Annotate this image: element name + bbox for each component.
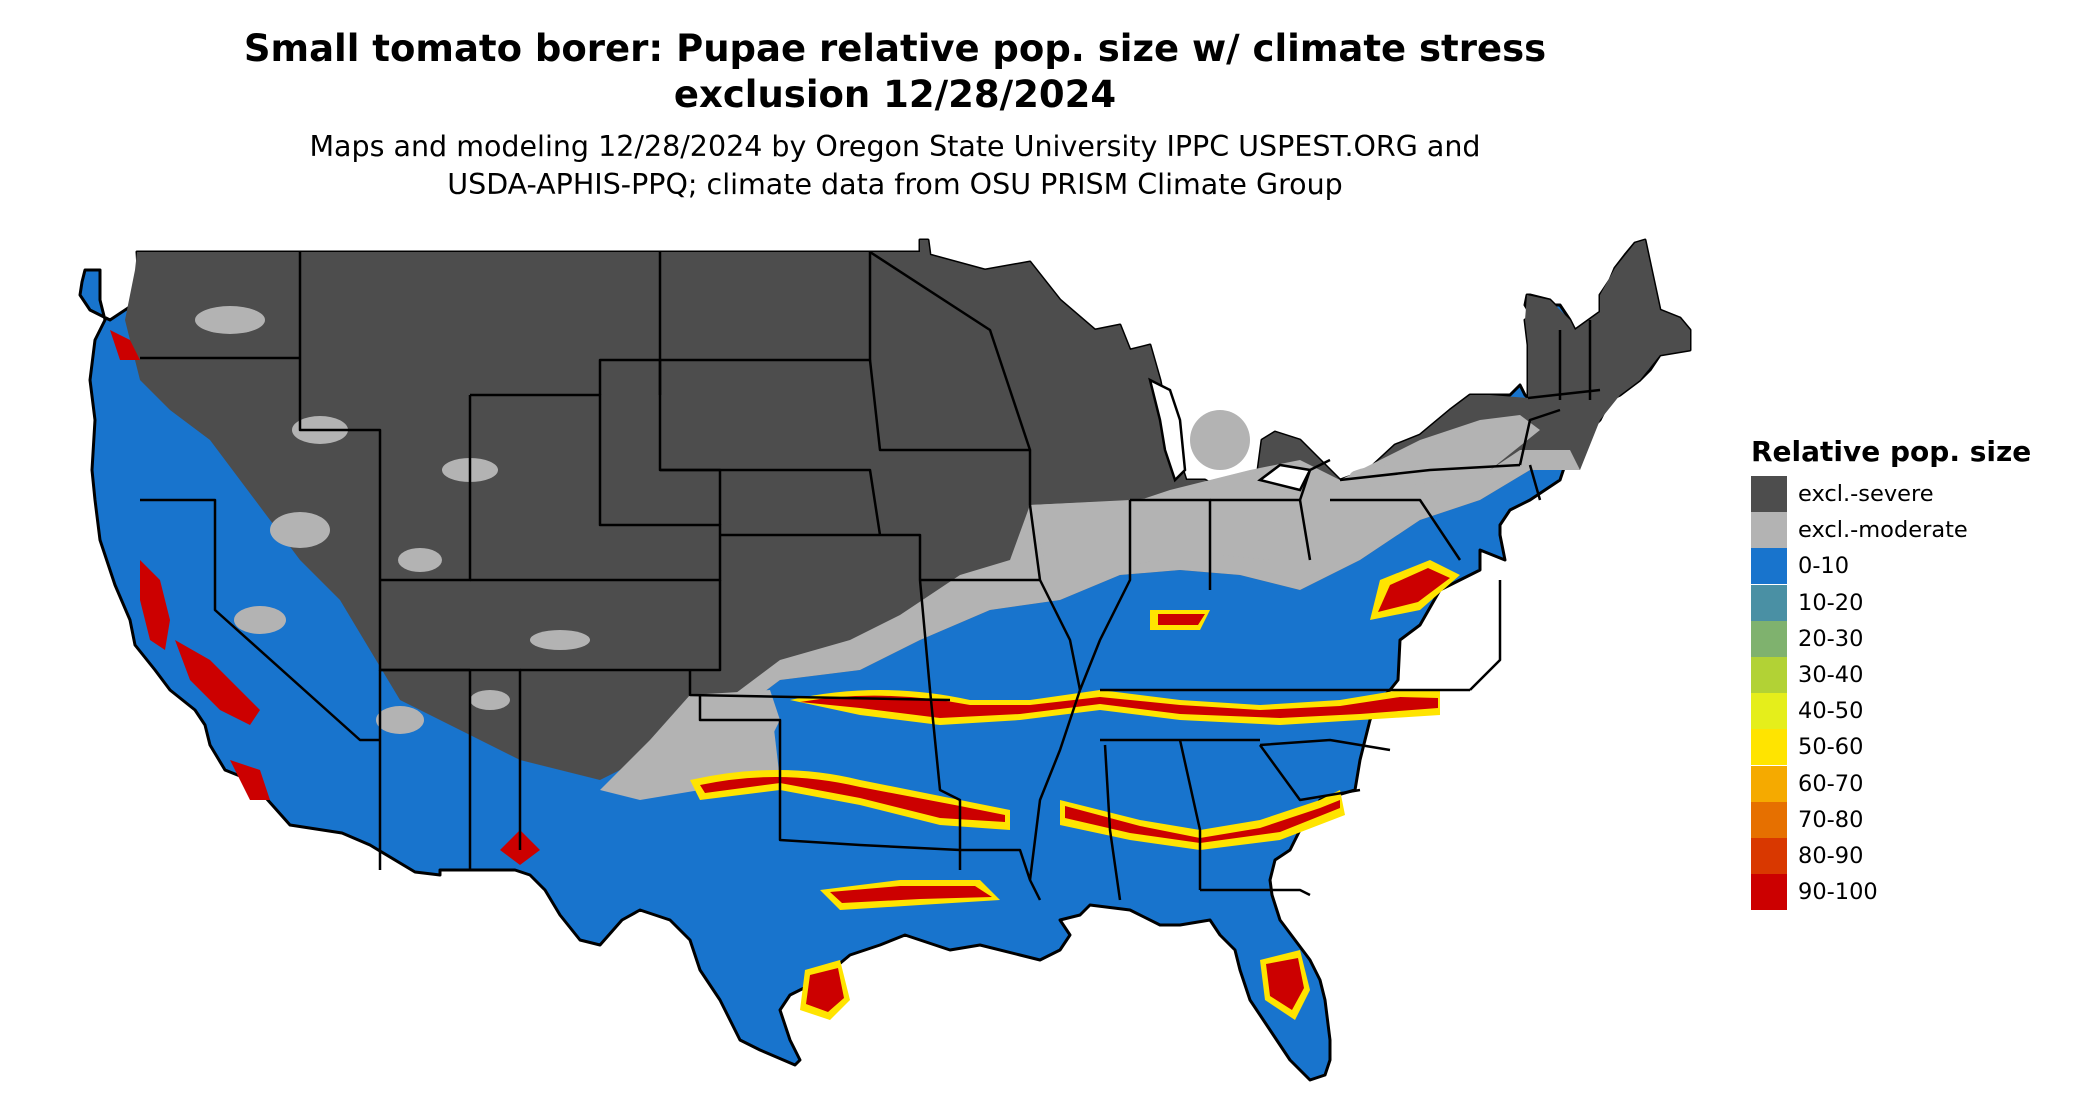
legend-swatch — [1751, 476, 1787, 513]
great-lakes — [1148, 377, 1312, 492]
legend-swatch — [1751, 837, 1787, 874]
legend-label: 80-90 — [1798, 842, 1864, 869]
legend-item: 40-50 — [1751, 693, 2031, 730]
map-title-line-1: Small tomato borer: Pupae relative pop. … — [243, 27, 1547, 70]
legend-swatch — [1751, 729, 1787, 766]
legend-label: 10-20 — [1798, 589, 1864, 616]
legend-item: 70-80 — [1751, 801, 2031, 838]
map-subtitle-line-2: USDA-APHIS-PPQ; climate data from OSU PR… — [447, 168, 1343, 201]
legend-item: 0-10 — [1751, 548, 2031, 585]
legend-label: 30-40 — [1798, 662, 1864, 689]
legend-item: excl.-severe — [1751, 476, 2031, 513]
legend-label: 50-60 — [1798, 734, 1864, 761]
legend-label: excl.-severe — [1798, 481, 1934, 508]
legend-swatch — [1751, 693, 1787, 730]
zone-excl-moderate-ohio — [1030, 415, 1540, 580]
legend-item: 60-70 — [1751, 765, 2031, 802]
zone-excl-severe-north — [125, 240, 1690, 780]
map-subtitle-line-1: Maps and modeling 12/28/2024 by Oregon S… — [309, 130, 1481, 163]
legend-swatch — [1751, 657, 1787, 694]
legend-label: 70-80 — [1798, 806, 1864, 833]
legend: Relative pop. size excl.-severe excl.-mo… — [1751, 434, 2032, 911]
legend-swatch — [1751, 548, 1787, 585]
legend-label: 60-70 — [1798, 770, 1864, 797]
legend-label: 40-50 — [1798, 698, 1864, 725]
map-subtitle: Maps and modeling 12/28/2024 by Oregon S… — [0, 128, 1790, 204]
legend-items: excl.-severe excl.-moderate 0-10 10-20 2… — [1751, 476, 2031, 911]
high-population-bands — [690, 560, 1460, 1020]
legend-item: 10-20 — [1751, 584, 2031, 621]
legend-swatch — [1751, 620, 1787, 657]
legend-swatch — [1751, 512, 1787, 549]
legend-label: 90-100 — [1798, 879, 1878, 906]
legend-label: 20-30 — [1798, 625, 1864, 652]
legend-item: 50-60 — [1751, 729, 2031, 766]
legend-item: excl.-moderate — [1751, 512, 2031, 549]
legend-swatch — [1751, 765, 1787, 802]
legend-item: 80-90 — [1751, 837, 2031, 874]
legend-label: excl.-moderate — [1798, 517, 1968, 544]
state-borders — [140, 250, 1601, 901]
legend-item: 90-100 — [1751, 874, 2031, 911]
us-map — [78, 238, 1692, 1082]
map-title: Small tomato borer: Pupae relative pop. … — [0, 26, 1790, 118]
legend-label: 0-10 — [1798, 553, 1850, 580]
west-moderate-patches — [195, 306, 1450, 734]
legend-swatch — [1751, 801, 1787, 838]
legend-item: 20-30 — [1751, 620, 2031, 657]
legend-swatch — [1751, 584, 1787, 621]
legend-swatch — [1751, 874, 1787, 911]
legend-title: Relative pop. size — [1751, 435, 2032, 468]
legend-item: 30-40 — [1751, 657, 2031, 694]
map-title-line-2: exclusion 12/28/2024 — [673, 73, 1117, 116]
